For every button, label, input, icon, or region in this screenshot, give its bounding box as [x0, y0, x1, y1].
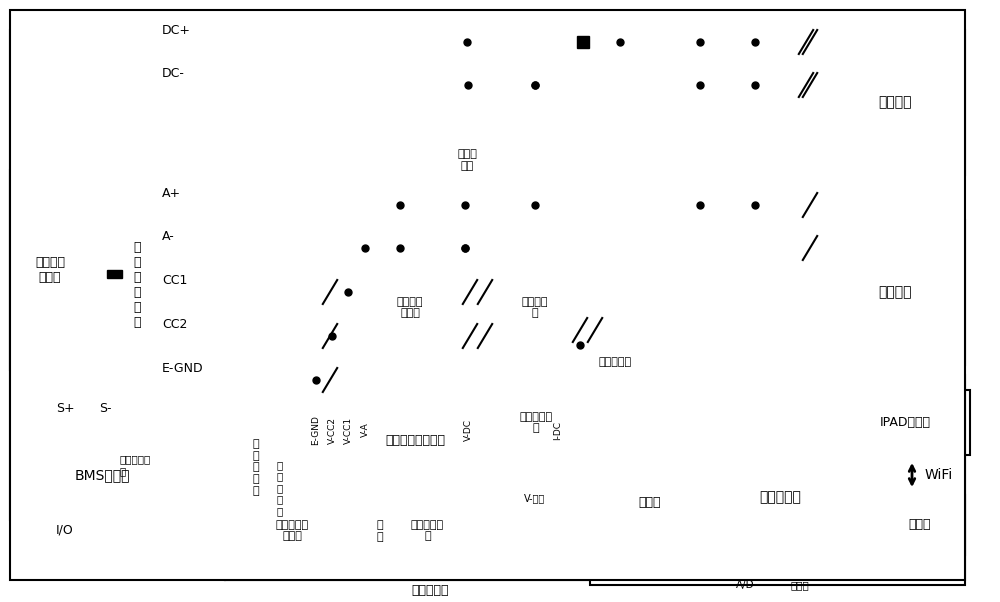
Text: DC+: DC+: [162, 24, 191, 37]
Bar: [120, 60, 155, 510]
Text: A-: A-: [162, 230, 175, 243]
Text: 高压板: 高压板: [639, 496, 661, 509]
Text: 开关切换模
块: 开关切换模 块: [411, 520, 444, 541]
Bar: [840, 390, 970, 455]
Bar: [107, 270, 122, 278]
Text: WiFi: WiFi: [925, 468, 953, 482]
Text: V-DC: V-DC: [464, 419, 473, 441]
Bar: [577, 36, 589, 48]
Text: 充电锂电池: 充电锂电池: [598, 358, 632, 367]
Text: 切换信号处
理模块: 切换信号处 理模块: [276, 520, 309, 541]
Bar: [590, 375, 965, 585]
Text: 路由器: 路由器: [909, 518, 931, 532]
Text: 数
字
电
路
板: 数 字 电 路 板: [253, 439, 259, 495]
Text: DC-: DC-: [162, 67, 185, 80]
Bar: [235, 498, 350, 563]
Text: IPAD控制端: IPAD控制端: [880, 416, 930, 429]
Bar: [600, 440, 700, 565]
Bar: [25, 420, 180, 530]
Text: A/D: A/D: [736, 580, 754, 590]
Bar: [825, 220, 965, 365]
Bar: [570, 330, 660, 395]
Text: V-CC2: V-CC2: [328, 417, 336, 444]
Text: E-GND: E-GND: [312, 415, 320, 445]
Bar: [435, 120, 500, 200]
Text: CC2: CC2: [162, 318, 187, 331]
Text: V-A: V-A: [360, 423, 370, 438]
Bar: [10, 30, 155, 520]
Text: CC1: CC1: [162, 274, 187, 287]
Text: 模拟电路板: 模拟电路板: [411, 583, 449, 597]
Bar: [500, 270, 570, 345]
Text: I-DC: I-DC: [554, 421, 562, 439]
Text: 电流传感
器: 电流传感 器: [522, 297, 548, 318]
Text: 电阻负载: 电阻负载: [878, 96, 912, 110]
Text: V-电池: V-电池: [524, 493, 546, 503]
Text: 直流充电
桩枪头: 直流充电 桩枪头: [35, 256, 65, 284]
Text: V-CC1: V-CC1: [344, 417, 352, 444]
Text: A+: A+: [162, 187, 181, 200]
Bar: [10, 170, 90, 370]
Bar: [295, 390, 535, 490]
Bar: [487, 390, 585, 455]
Text: 高压传
感器: 高压传 感器: [458, 149, 477, 171]
Bar: [375, 498, 480, 563]
Text: BMS模拟板: BMS模拟板: [75, 468, 130, 482]
Bar: [225, 375, 715, 580]
Bar: [235, 390, 277, 545]
Text: 直
流
接
口
装
置: 直 流 接 口 装 置: [134, 241, 141, 329]
Text: 辅助电压
传感器: 辅助电压 传感器: [397, 297, 423, 318]
Text: 数
字
电
路
板: 数 字 电 路 板: [277, 460, 283, 516]
Text: I/O: I/O: [56, 524, 74, 536]
Text: 数字量: 数字量: [791, 580, 809, 590]
Bar: [720, 420, 840, 575]
Text: 输
入: 输 入: [377, 520, 383, 542]
Bar: [370, 270, 450, 345]
Text: 散热风机: 散热风机: [878, 285, 912, 300]
Bar: [825, 30, 965, 175]
Text: S-: S-: [99, 402, 111, 415]
Text: 辅助电源采
样: 辅助电源采 样: [120, 454, 151, 476]
Text: E-GND: E-GND: [162, 362, 204, 375]
Bar: [875, 495, 965, 555]
Text: 电压电流检测模块: 电压电流检测模块: [385, 433, 445, 447]
Text: 数字电路板: 数字电路板: [759, 491, 801, 504]
Text: S+: S+: [56, 402, 74, 415]
Text: 电源处理模
块: 电源处理模 块: [519, 412, 553, 433]
